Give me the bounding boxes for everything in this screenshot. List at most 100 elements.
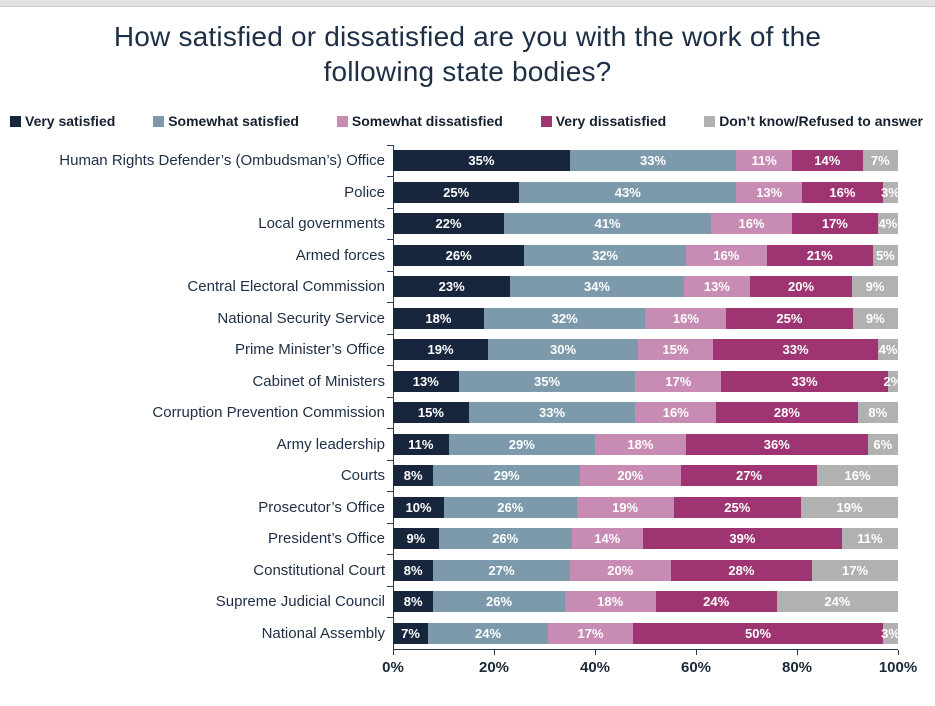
bar-segment-value: 33% [791, 373, 818, 389]
chart-row: President’s Office 9% 26% 14% 39% 11% [0, 522, 935, 555]
bar-segment: 2% [884, 370, 902, 392]
bar-segment: 22% [393, 213, 505, 235]
legend-label: Very dissatisfied [555, 113, 667, 129]
bar-segment-value: 18% [597, 594, 624, 610]
category-label: Armed forces [295, 246, 385, 264]
bar-segment-value: 11% [857, 531, 883, 547]
bar-segment: 26% [393, 244, 525, 266]
chart-row: Prosecutor’s Office 10% 26% 19% 25% 19% [0, 491, 935, 524]
bar-segment: 18% [564, 591, 656, 613]
category-label: National Assembly [261, 624, 385, 642]
bar-segment: 16% [635, 402, 717, 424]
bar-segment: 8% [393, 591, 434, 613]
bar-segment-value: 26% [497, 499, 524, 515]
legend-swatch-icon [10, 115, 21, 127]
legend-item: Very dissatisfied [540, 113, 667, 129]
bar-segment-value: 14% [594, 531, 621, 547]
bar-segment-value: 13% [756, 184, 783, 200]
bar-segment-value: 26% [445, 247, 472, 263]
bar-segment-value: 24% [824, 594, 851, 610]
bar-segment-value: 26% [492, 531, 519, 547]
bar-segment: 30% [488, 339, 638, 361]
x-axis-tick [695, 650, 697, 655]
bar-segment: 9% [393, 528, 439, 550]
bar-segment-value: 19% [836, 499, 863, 515]
bar-segment-value: 14% [814, 153, 841, 169]
bar-segment: 25% [673, 496, 802, 518]
bar-segment-value: 17% [577, 625, 604, 641]
bar-segment-value: 13% [703, 279, 730, 295]
chart-row: Central Electoral Commission 23% 34% 13% 20%… [0, 270, 935, 303]
bar-segment-value: 29% [493, 468, 520, 484]
x-axis-tick-label: 80% [781, 659, 813, 676]
bar-segment: 33% [721, 370, 888, 392]
category-label: Corruption Prevention Commission [152, 404, 385, 422]
stacked-bar: 15% 33% 16% 28% 8% [393, 402, 898, 424]
bar-segment: 17% [635, 370, 722, 392]
stacked-bar: 8% 29% 20% 27% 16% [393, 465, 898, 487]
bar-segment-value: 22% [435, 216, 462, 232]
bar-segment-value: 9% [865, 279, 885, 295]
legend-label: Very satisfied [25, 113, 116, 129]
chart-row: Cabinet of Ministers 13% 35% 17% 33% 2% [0, 365, 935, 398]
bar-segment-value: 17% [842, 562, 869, 578]
bar-segment-value: 32% [592, 247, 619, 263]
bar-segment-value: 23% [438, 279, 465, 295]
bar-segment: 20% [569, 559, 671, 581]
x-axis-tick-label: 40% [579, 659, 611, 676]
stacked-bar-chart: Human Rights Defender’s (Ombudsman’s) Of… [0, 144, 935, 684]
bar-segment: 8% [393, 559, 434, 581]
bar-segment-value: 17% [665, 373, 692, 389]
category-label: Human Rights Defender’s (Ombudsman’s) Of… [59, 152, 385, 170]
stacked-bar: 23% 34% 13% 20% 9% [393, 276, 898, 298]
bar-segment: 19% [393, 339, 488, 361]
x-axis-tick [897, 650, 899, 655]
bar-segment-value: 16% [829, 184, 856, 200]
category-label: Cabinet of Ministers [252, 372, 385, 390]
chart-row: Human Rights Defender’s (Ombudsman’s) Of… [0, 144, 935, 177]
bar-segment: 28% [670, 559, 813, 581]
bar-segment: 17% [812, 559, 898, 581]
bar-segment-value: 6% [873, 436, 893, 452]
x-axis-tick [796, 650, 798, 655]
bar-segment: 11% [736, 150, 792, 172]
bar-segment: 13% [736, 181, 803, 203]
stacked-bar: 18% 32% 16% 25% 9% [393, 307, 898, 329]
x-axis-tick-label: 60% [680, 659, 712, 676]
x-axis-tick-label: 20% [478, 659, 510, 676]
bar-segment: 24% [428, 622, 548, 644]
bar-segment-value: 16% [738, 216, 765, 232]
bar-segment-value: 10% [405, 499, 432, 515]
bar-segment: 18% [393, 307, 484, 329]
bar-segment-value: 24% [474, 625, 502, 641]
bar-segment-value: 20% [617, 468, 644, 484]
chart-rows: Human Rights Defender’s (Ombudsman’s) Of… [0, 144, 935, 649]
bar-segment-value: 16% [672, 310, 699, 326]
bar-segment-value: 21% [806, 247, 833, 263]
bar-segment-value: 34% [584, 279, 611, 295]
bar-segment-value: 17% [821, 216, 848, 232]
bar-segment-value: 8% [868, 405, 888, 421]
bar-segment: 14% [571, 528, 643, 550]
bar-segment: 3% [881, 181, 900, 203]
bar-segment-value: 9% [406, 531, 426, 547]
bar-segment: 3% [881, 622, 900, 644]
bar-segment: 25% [726, 307, 853, 329]
category-label: President’s Office [267, 530, 385, 548]
bar-segment: 20% [579, 465, 681, 487]
bar-segment-value: 2% [883, 373, 903, 389]
category-label: Police [344, 183, 385, 201]
chart-title-line1: How satisfied or dissatisfied are you wi… [113, 21, 822, 52]
bar-segment: 32% [483, 307, 646, 329]
bar-segment: 8% [857, 402, 898, 424]
bar-segment-value: 7% [870, 153, 890, 169]
bar-segment-value: 20% [788, 279, 815, 295]
bar-segment: 34% [510, 276, 684, 298]
x-axis-tick-label: 100% [878, 659, 918, 676]
chart-row: Police 25% 43% 13% 16% 3% [0, 176, 935, 209]
bar-segment: 11% [841, 528, 898, 550]
legend-swatch-icon [704, 115, 716, 127]
bar-segment-value: 28% [773, 405, 800, 421]
category-label: Local governments [258, 215, 385, 233]
stacked-bar: 10% 26% 19% 25% 19% [393, 496, 898, 518]
